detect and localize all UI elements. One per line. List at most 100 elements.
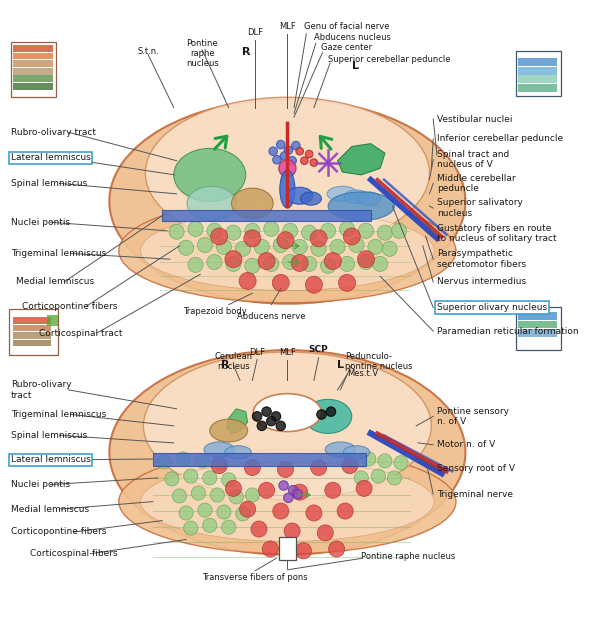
Circle shape [207,223,222,238]
Text: Gustatory fibers en route
to nucleus of solitary tract: Gustatory fibers en route to nucleus of … [437,224,557,243]
Circle shape [301,157,308,164]
Circle shape [264,221,279,236]
Circle shape [362,452,376,466]
Circle shape [284,146,292,155]
Text: Trigeminal lemniscus: Trigeminal lemniscus [11,410,106,419]
Circle shape [358,251,374,268]
Text: Nuclei pontis: Nuclei pontis [11,218,70,227]
Circle shape [391,223,406,238]
Circle shape [244,459,260,475]
Circle shape [184,521,198,535]
Circle shape [216,240,231,255]
Polygon shape [338,143,385,175]
Circle shape [283,223,298,238]
Circle shape [245,258,260,274]
Circle shape [244,230,261,247]
Text: L: L [337,360,344,370]
Text: Superior salivatory
nucleus: Superior salivatory nucleus [437,198,523,218]
Circle shape [349,238,364,253]
Circle shape [310,159,318,166]
Circle shape [202,518,217,532]
Circle shape [277,140,285,149]
Circle shape [273,238,288,253]
Circle shape [276,421,286,430]
Text: S.t.n.: S.t.n. [137,47,159,56]
Bar [518,329,557,337]
Text: Pedunculo-
pontine nucleus: Pedunculo- pontine nucleus [345,352,413,372]
Bar [516,51,561,96]
Circle shape [202,471,217,485]
Circle shape [280,152,289,161]
Circle shape [382,241,397,257]
Text: Cerulean
nucleus: Cerulean nucleus [214,352,252,372]
Circle shape [179,506,193,520]
Text: Middle cerebellar
peduncle: Middle cerebellar peduncle [437,174,516,193]
Text: Trigeminal lemniscus: Trigeminal lemniscus [11,249,106,258]
Text: Trigeminal nerve: Trigeminal nerve [437,490,513,499]
Circle shape [324,253,341,270]
Circle shape [245,488,260,502]
Text: Lateral lemniscus: Lateral lemniscus [11,456,91,465]
Text: Abducens nucleus: Abducens nucleus [314,33,391,42]
Circle shape [378,225,393,240]
Text: Corticospinal tract: Corticospinal tract [39,329,123,337]
Circle shape [358,223,373,238]
Circle shape [251,521,267,537]
Circle shape [343,228,361,245]
Circle shape [217,505,231,519]
Ellipse shape [326,442,356,457]
Ellipse shape [143,352,431,500]
Ellipse shape [328,192,394,221]
Circle shape [262,541,278,557]
Ellipse shape [301,192,321,205]
Text: Pontine sensory
n. of V: Pontine sensory n. of V [437,406,509,426]
Ellipse shape [146,97,429,249]
Bar [518,75,557,83]
Text: Nervus intermedius: Nervus intermedius [437,277,526,286]
Text: Pontine raphe nucleus: Pontine raphe nucleus [361,552,455,561]
Circle shape [211,228,228,245]
Circle shape [257,421,266,430]
Circle shape [329,541,345,557]
Circle shape [222,473,236,487]
Ellipse shape [141,462,434,542]
Text: Gaze center: Gaze center [321,43,371,52]
Circle shape [306,505,322,521]
Text: R: R [242,47,251,57]
Ellipse shape [304,399,352,434]
Bar [518,58,557,66]
Circle shape [339,257,355,272]
Circle shape [321,223,336,238]
Circle shape [245,223,260,238]
Circle shape [301,257,316,272]
Circle shape [229,490,243,504]
Circle shape [338,274,356,291]
Bar [13,75,53,82]
Circle shape [371,469,385,483]
Circle shape [188,257,203,272]
Circle shape [295,543,312,559]
Ellipse shape [344,190,369,204]
Text: SCP: SCP [309,345,329,355]
Circle shape [292,484,308,500]
Text: MLF: MLF [279,22,296,32]
Ellipse shape [231,188,273,219]
Circle shape [306,150,313,158]
Bar [13,83,53,90]
Bar [13,317,51,324]
Circle shape [207,255,222,270]
Bar [47,315,58,326]
Circle shape [269,147,277,155]
Bar [516,308,561,350]
Circle shape [277,232,294,249]
Circle shape [198,503,212,517]
Ellipse shape [286,187,313,204]
Circle shape [306,276,323,293]
Text: DLF: DLF [249,348,265,357]
Circle shape [254,240,269,255]
Circle shape [368,240,383,255]
Bar [13,324,51,331]
Circle shape [358,255,373,270]
Circle shape [258,253,275,270]
Ellipse shape [141,211,434,291]
